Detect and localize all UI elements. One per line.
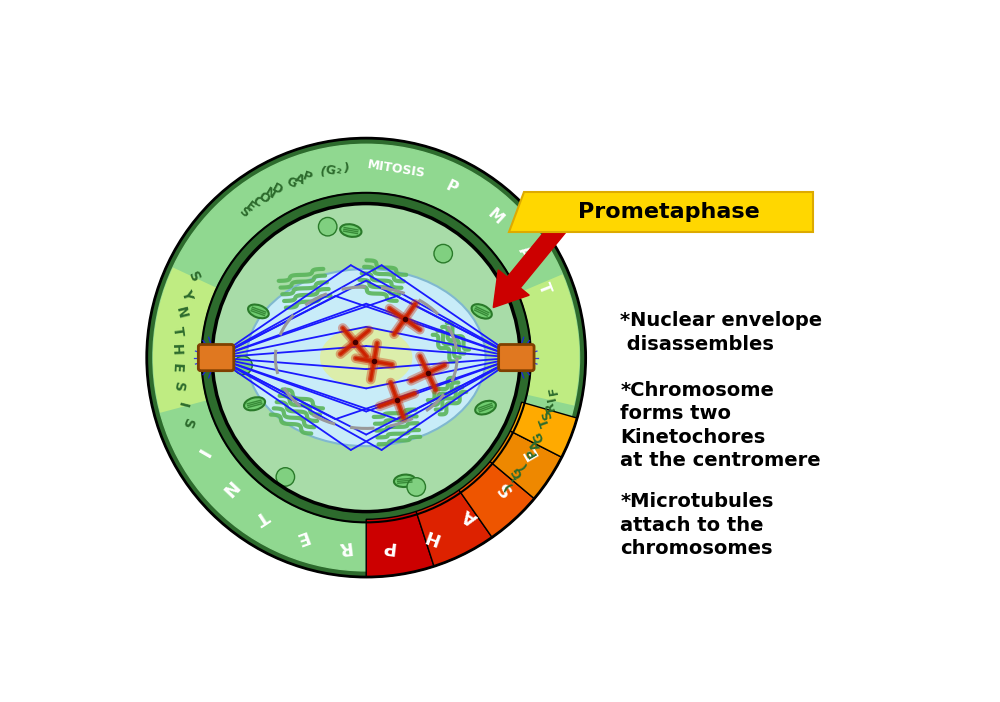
Text: *Microtubules
attach to the
chromosomes: *Microtubules attach to the chromosomes — [620, 492, 774, 558]
Text: H: H — [421, 525, 441, 548]
Ellipse shape — [340, 224, 361, 237]
Text: ₂: ₂ — [335, 163, 342, 176]
FancyBboxPatch shape — [499, 345, 534, 371]
Wedge shape — [510, 402, 577, 457]
Circle shape — [212, 204, 520, 512]
Text: N: N — [216, 477, 240, 500]
Text: H: H — [169, 343, 183, 355]
Text: C: C — [249, 194, 264, 210]
Text: M: M — [484, 206, 506, 227]
Text: P: P — [443, 178, 460, 197]
Text: P: P — [524, 444, 539, 459]
Text: E: E — [169, 363, 184, 373]
Text: *Nuclear envelope
 disassembles: *Nuclear envelope disassembles — [620, 312, 822, 354]
Circle shape — [153, 145, 579, 571]
Ellipse shape — [247, 269, 486, 446]
Text: (: ( — [516, 460, 530, 472]
Wedge shape — [416, 490, 492, 567]
Circle shape — [434, 244, 452, 263]
Text: N: N — [173, 305, 190, 319]
Text: Prometaphase: Prometaphase — [578, 202, 759, 222]
Circle shape — [234, 356, 252, 375]
Polygon shape — [509, 192, 813, 232]
Text: F: F — [546, 385, 561, 396]
Circle shape — [201, 193, 531, 522]
Text: A: A — [293, 172, 306, 187]
Text: I: I — [175, 401, 189, 409]
Text: S: S — [179, 416, 196, 430]
Wedge shape — [490, 431, 562, 498]
Text: S: S — [540, 408, 555, 420]
Ellipse shape — [472, 304, 492, 319]
Text: ): ) — [343, 161, 350, 176]
Wedge shape — [459, 461, 534, 537]
Text: ): ) — [501, 478, 514, 491]
Text: S: S — [494, 477, 516, 499]
Text: S: S — [185, 270, 202, 285]
Text: O: O — [255, 190, 271, 206]
Wedge shape — [515, 274, 579, 406]
Text: I: I — [545, 395, 559, 402]
Text: S: S — [171, 380, 186, 392]
Text: R: R — [336, 537, 352, 556]
FancyBboxPatch shape — [198, 345, 234, 371]
Text: D: D — [270, 181, 285, 197]
Text: Y: Y — [178, 287, 195, 302]
Circle shape — [276, 468, 295, 486]
Text: G: G — [324, 164, 337, 178]
Text: P: P — [381, 537, 396, 556]
Text: P: P — [301, 169, 313, 185]
Text: E: E — [243, 199, 258, 215]
Text: T: T — [252, 505, 272, 527]
Text: G: G — [285, 175, 299, 190]
Text: A: A — [527, 437, 543, 452]
FancyArrow shape — [493, 218, 569, 307]
Text: I: I — [192, 445, 211, 460]
Text: T: T — [535, 280, 552, 296]
Ellipse shape — [320, 327, 412, 388]
Text: S: S — [236, 204, 252, 220]
Text: ₁: ₁ — [506, 472, 520, 485]
Text: G: G — [531, 430, 547, 444]
Text: E: E — [292, 526, 310, 547]
Circle shape — [147, 138, 586, 577]
Text: *Chromosome
forms two
Kinetochores
at the centromere: *Chromosome forms two Kinetochores at th… — [620, 380, 821, 470]
Text: G: G — [510, 464, 526, 480]
Text: T: T — [170, 325, 186, 336]
Ellipse shape — [248, 305, 269, 318]
Text: (: ( — [318, 166, 327, 180]
Circle shape — [407, 477, 425, 496]
Text: N: N — [263, 185, 278, 201]
Ellipse shape — [475, 401, 496, 414]
Text: E: E — [520, 443, 542, 463]
Wedge shape — [153, 267, 220, 413]
Text: R: R — [542, 400, 557, 413]
Ellipse shape — [244, 397, 265, 411]
Ellipse shape — [394, 475, 415, 487]
Wedge shape — [366, 511, 434, 577]
Circle shape — [318, 218, 337, 236]
Text: A: A — [516, 244, 535, 261]
Text: MITOSIS: MITOSIS — [366, 159, 426, 180]
Text: A: A — [460, 505, 481, 528]
Text: T: T — [538, 416, 553, 428]
